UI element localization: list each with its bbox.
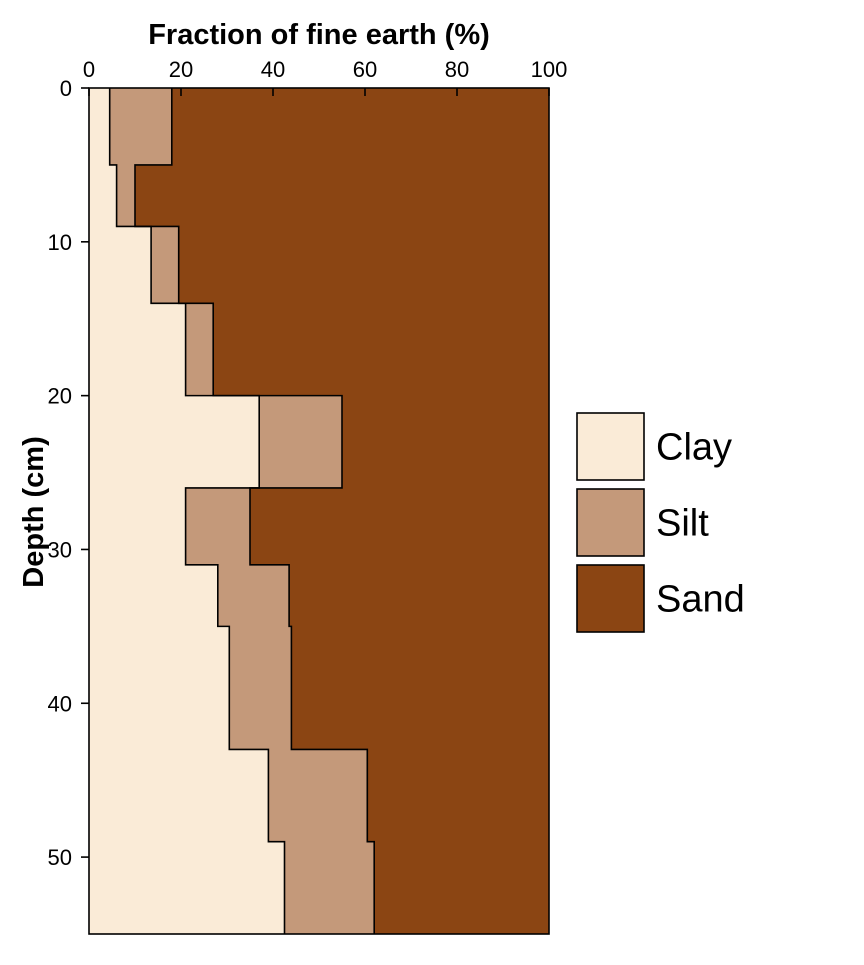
x-axis-title: Fraction of fine earth (%) [148, 19, 490, 51]
legend: Clay Silt Sand [576, 412, 745, 633]
clay-area [89, 88, 285, 934]
y-tick-label: 0 [60, 76, 72, 101]
x-tick-label: 20 [169, 57, 193, 82]
clay-silt-boundary [108, 88, 286, 934]
legend-label-clay: Clay [656, 427, 732, 469]
y-tick-label: 10 [48, 230, 72, 255]
legend-swatch-silt [576, 488, 645, 557]
x-tick-label: 80 [445, 57, 469, 82]
axes: 0 20 40 60 80 100 0 10 20 30 40 50 [48, 57, 568, 935]
plot-frame [88, 87, 550, 935]
legend-label-silt: Silt [656, 503, 709, 545]
y-tick-label: 30 [48, 537, 72, 562]
y-tick-label: 20 [48, 384, 72, 409]
x-tick-label: 60 [353, 57, 377, 82]
legend-swatch-clay [576, 412, 645, 481]
y-tick-label: 40 [48, 691, 72, 716]
x-tick-label: 100 [531, 57, 568, 82]
x-tick-label: 0 [83, 57, 95, 82]
y-tick-label: 50 [48, 845, 72, 870]
legend-swatch-sand [576, 564, 645, 633]
plot-area [89, 88, 549, 934]
legend-label-sand: Sand [656, 579, 745, 621]
x-tick-label: 40 [261, 57, 285, 82]
y-axis-title: Depth (cm) [18, 436, 50, 587]
